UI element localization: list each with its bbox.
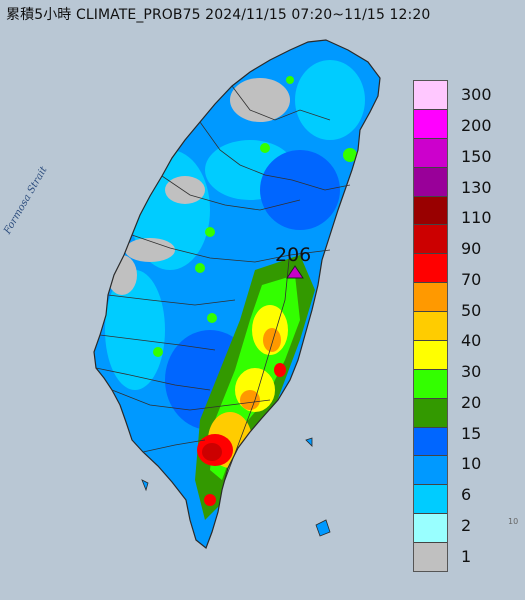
border-tainan bbox=[111, 389, 271, 411]
county-borders bbox=[95, 85, 351, 481]
border-kaohsiung bbox=[142, 439, 206, 453]
legend-label: 20 bbox=[461, 392, 482, 412]
no-rain-north bbox=[230, 78, 290, 122]
legend-label: 15 bbox=[461, 423, 482, 443]
legend-labels: 300 200 150 130 110 90 70 50 40 30 20 15 10 6 2 1 bbox=[461, 80, 521, 572]
legend-swatch bbox=[414, 543, 447, 571]
rain-spot-4 bbox=[260, 143, 270, 153]
legend-swatch bbox=[414, 109, 447, 139]
legend-label: 6 bbox=[461, 485, 472, 505]
rain-spot-3 bbox=[343, 148, 357, 162]
rain-70mm-tip bbox=[204, 494, 216, 506]
no-rain-northwest bbox=[165, 176, 205, 204]
legend-swatch bbox=[414, 485, 447, 515]
border-taichung bbox=[131, 234, 331, 263]
legend-swatch bbox=[414, 138, 447, 168]
border-miaoli bbox=[161, 175, 301, 211]
border-taipei bbox=[231, 85, 331, 121]
legend-label: 50 bbox=[461, 300, 482, 320]
legend-swatch bbox=[414, 340, 447, 370]
legend-swatch bbox=[414, 369, 447, 399]
legend-label: 90 bbox=[461, 239, 482, 259]
legend-label: 2 bbox=[461, 515, 472, 535]
legend-label: 70 bbox=[461, 269, 482, 289]
lanyu-island bbox=[315, 519, 331, 537]
legend-swatch bbox=[414, 254, 447, 284]
rain-2mm-north bbox=[295, 60, 365, 140]
rain-spot-5 bbox=[286, 76, 294, 84]
border-chiayi bbox=[95, 367, 211, 391]
legend-label: 30 bbox=[461, 362, 482, 382]
legend-swatch bbox=[414, 225, 447, 255]
border-central-range bbox=[224, 249, 291, 481]
legend-swatch bbox=[414, 167, 447, 197]
rain-90mm-core bbox=[202, 443, 222, 461]
legend-swatch bbox=[414, 456, 447, 486]
legend-label: 200 bbox=[461, 116, 492, 136]
rain-50mm-mid bbox=[240, 390, 260, 410]
rain-50mm-north bbox=[263, 328, 281, 352]
max-value-label: 206 bbox=[275, 244, 312, 266]
legend-swatch bbox=[414, 398, 447, 428]
no-rain-west bbox=[125, 238, 175, 262]
triangle-marker-icon bbox=[286, 265, 304, 279]
small-island-south bbox=[141, 479, 149, 492]
legend-swatch bbox=[414, 514, 447, 543]
legend-swatch bbox=[414, 81, 447, 110]
legend-swatch bbox=[414, 196, 447, 226]
legend-swatch bbox=[414, 427, 447, 457]
legend-color-bar bbox=[413, 80, 448, 572]
legend-label: 130 bbox=[461, 177, 492, 197]
legend-label: 40 bbox=[461, 331, 482, 351]
ludao-island bbox=[305, 437, 313, 447]
edge-tick-label: 10 bbox=[508, 517, 519, 526]
legend-label: 300 bbox=[461, 85, 492, 105]
legend-swatch bbox=[414, 283, 447, 312]
rain-spot-1 bbox=[205, 227, 215, 237]
legend-label: 110 bbox=[461, 208, 492, 228]
border-changhua bbox=[107, 294, 236, 306]
legend-label: 150 bbox=[461, 146, 492, 166]
rain-70mm-east bbox=[274, 363, 286, 377]
legend-swatch bbox=[414, 312, 447, 341]
rain-spot-6 bbox=[153, 347, 163, 357]
rain-spot-7 bbox=[207, 313, 217, 323]
border-yunlin bbox=[99, 334, 216, 351]
rain-10mm-east bbox=[260, 150, 340, 230]
legend-label: 10 bbox=[461, 454, 482, 474]
border-hsinchu bbox=[199, 121, 351, 191]
legend-label: 1 bbox=[461, 546, 472, 566]
rainfall-legend: 300 200 150 130 110 90 70 50 40 30 20 15 10 6 2 1 bbox=[413, 80, 523, 572]
map-title: 累積5小時 CLIMATE_PROB75 2024/11/15 07:20~11… bbox=[6, 7, 431, 23]
rain-spot-2 bbox=[195, 263, 205, 273]
